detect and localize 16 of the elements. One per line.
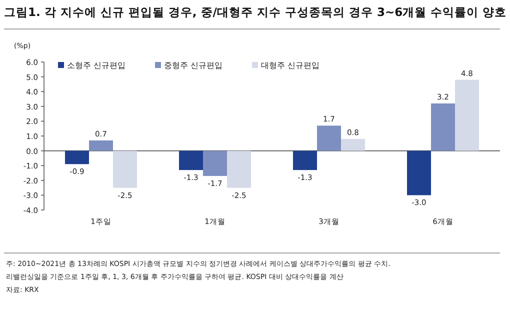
legend-label: 중형주 신규편입: [164, 61, 223, 70]
bar: [455, 80, 479, 151]
bar: [317, 126, 341, 151]
chart-title: 그림1. 각 지수에 신규 편입될 경우, 중/대형주 지수 구성종목의 경우 3~6개월 수익률이 양호: [4, 5, 507, 19]
bar: [89, 140, 113, 151]
bar: [179, 150, 203, 170]
bar: [113, 150, 137, 188]
bar: [227, 150, 251, 188]
legend-label: 소형주 신규편입: [67, 61, 126, 70]
bar: [407, 150, 431, 196]
bar: [203, 150, 227, 176]
legend-label: 대형주 신규편입: [261, 61, 320, 70]
bar: [341, 138, 365, 151]
bar: [431, 103, 455, 151]
bar: [293, 150, 317, 170]
bar: [65, 150, 89, 164]
